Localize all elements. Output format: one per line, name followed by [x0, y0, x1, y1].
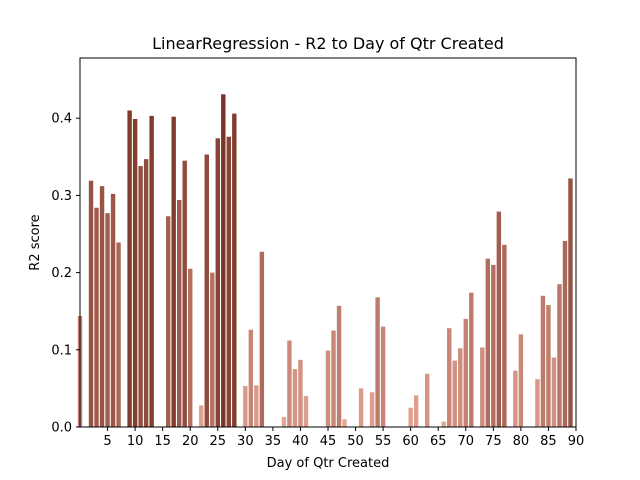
x-tick-label: 80	[513, 434, 530, 449]
bar-day-38	[287, 340, 292, 427]
bar-day-6	[110, 193, 116, 427]
bar-day-48	[342, 419, 347, 427]
x-tick-label: 45	[320, 434, 337, 449]
x-tick-label: 10	[127, 434, 144, 449]
bar-day-19	[182, 160, 187, 428]
bar-day-23	[204, 154, 209, 427]
bar-day-5	[105, 213, 110, 427]
bar-day-37	[281, 416, 287, 427]
x-tick-label: 60	[402, 434, 419, 449]
y-tick-label: 0.0	[51, 421, 72, 436]
bar-day-30	[243, 386, 248, 427]
x-axis-label: Day of Qtr Created	[267, 456, 390, 471]
bar-day-85	[546, 305, 551, 427]
x-tick-label: 30	[237, 434, 254, 449]
bar-day-22	[199, 405, 204, 427]
bar-day-18	[177, 200, 182, 427]
bar-day-26	[221, 94, 226, 427]
bar-day-76	[496, 211, 502, 427]
bar-day-2	[88, 180, 94, 427]
bar-day-3	[94, 207, 99, 427]
bar-day-70	[463, 318, 468, 427]
x-tick-label: 70	[458, 434, 475, 449]
bar-day-7	[116, 242, 121, 427]
bar-day-54	[375, 297, 380, 427]
y-axis: 0.0 0.1 0.2 0.3 0.4	[51, 112, 80, 436]
bar-day-80	[518, 334, 524, 427]
bar-day-83	[535, 379, 540, 427]
bar-day-55	[380, 326, 386, 427]
bar-day-32	[254, 385, 259, 427]
bars-group	[77, 94, 573, 428]
bar-day-88	[562, 240, 568, 427]
bar-day-77	[502, 244, 507, 427]
bar-day-27	[226, 136, 232, 428]
bar-day-67	[447, 328, 452, 427]
bar-day-12	[143, 159, 149, 427]
bar-day-20	[188, 268, 193, 427]
bar-day-11	[138, 166, 143, 427]
bar-day-86	[551, 357, 557, 427]
bar-day-60	[408, 407, 413, 427]
x-tick-label: 25	[210, 434, 227, 449]
bar-day-75	[491, 264, 496, 427]
x-tick-label: 90	[568, 434, 585, 449]
bar-day-25	[215, 138, 220, 427]
bar-day-40	[298, 359, 303, 427]
bar-day-74	[485, 258, 491, 427]
bar-day-51	[358, 388, 364, 427]
bar-day-46	[331, 330, 336, 427]
bar-day-45	[325, 350, 331, 427]
chart-title: LinearRegression - R2 to Day of Qtr Crea…	[152, 34, 504, 53]
y-tick-label: 0.1	[51, 343, 72, 358]
bar-day-79	[513, 370, 518, 427]
bar-day-66	[441, 421, 446, 427]
x-tick-label: 55	[375, 434, 392, 449]
bar-day-47	[336, 305, 342, 427]
bar-day-69	[458, 348, 463, 427]
bar-day-61	[413, 395, 419, 427]
bar-day-68	[452, 360, 457, 427]
x-tick-label: 40	[292, 434, 309, 449]
bar-day-13	[149, 115, 154, 428]
bar-day-16	[165, 216, 171, 427]
bar-day-28	[232, 113, 237, 427]
x-axis: 5 10 15 20 25 30 35 40 45 50 55 60 65 70 75 80 85 90	[103, 427, 584, 449]
x-tick-label: 35	[265, 434, 282, 449]
bar-day-33	[259, 251, 265, 427]
bar-day-39	[292, 369, 298, 427]
bar-day-89	[568, 178, 573, 427]
bar-day-71	[469, 292, 474, 427]
x-tick-label: 5	[103, 434, 111, 449]
bar-day-4	[99, 186, 105, 427]
x-tick-label: 85	[540, 434, 557, 449]
y-tick-label: 0.2	[51, 266, 72, 281]
bar-day-87	[557, 284, 562, 427]
y-tick-label: 0.3	[51, 189, 72, 204]
x-tick-label: 50	[347, 434, 364, 449]
bar-day-84	[540, 295, 546, 427]
bar-day-17	[171, 116, 176, 428]
bar-day-63	[425, 373, 430, 427]
y-tick-label: 0.4	[51, 112, 72, 127]
bar-day-24	[210, 272, 215, 427]
bar-day-9	[127, 110, 132, 428]
x-tick-label: 15	[154, 434, 171, 449]
bar-day-10	[132, 118, 138, 428]
y-axis-label: R2 score	[28, 214, 43, 270]
x-tick-label: 75	[485, 434, 502, 449]
bar-day-53	[369, 392, 375, 427]
x-tick-label: 20	[182, 434, 199, 449]
x-tick-label: 65	[430, 434, 447, 449]
bar-day-41	[303, 396, 309, 427]
bar-day-73	[480, 347, 485, 427]
bar-day-31	[248, 329, 254, 427]
